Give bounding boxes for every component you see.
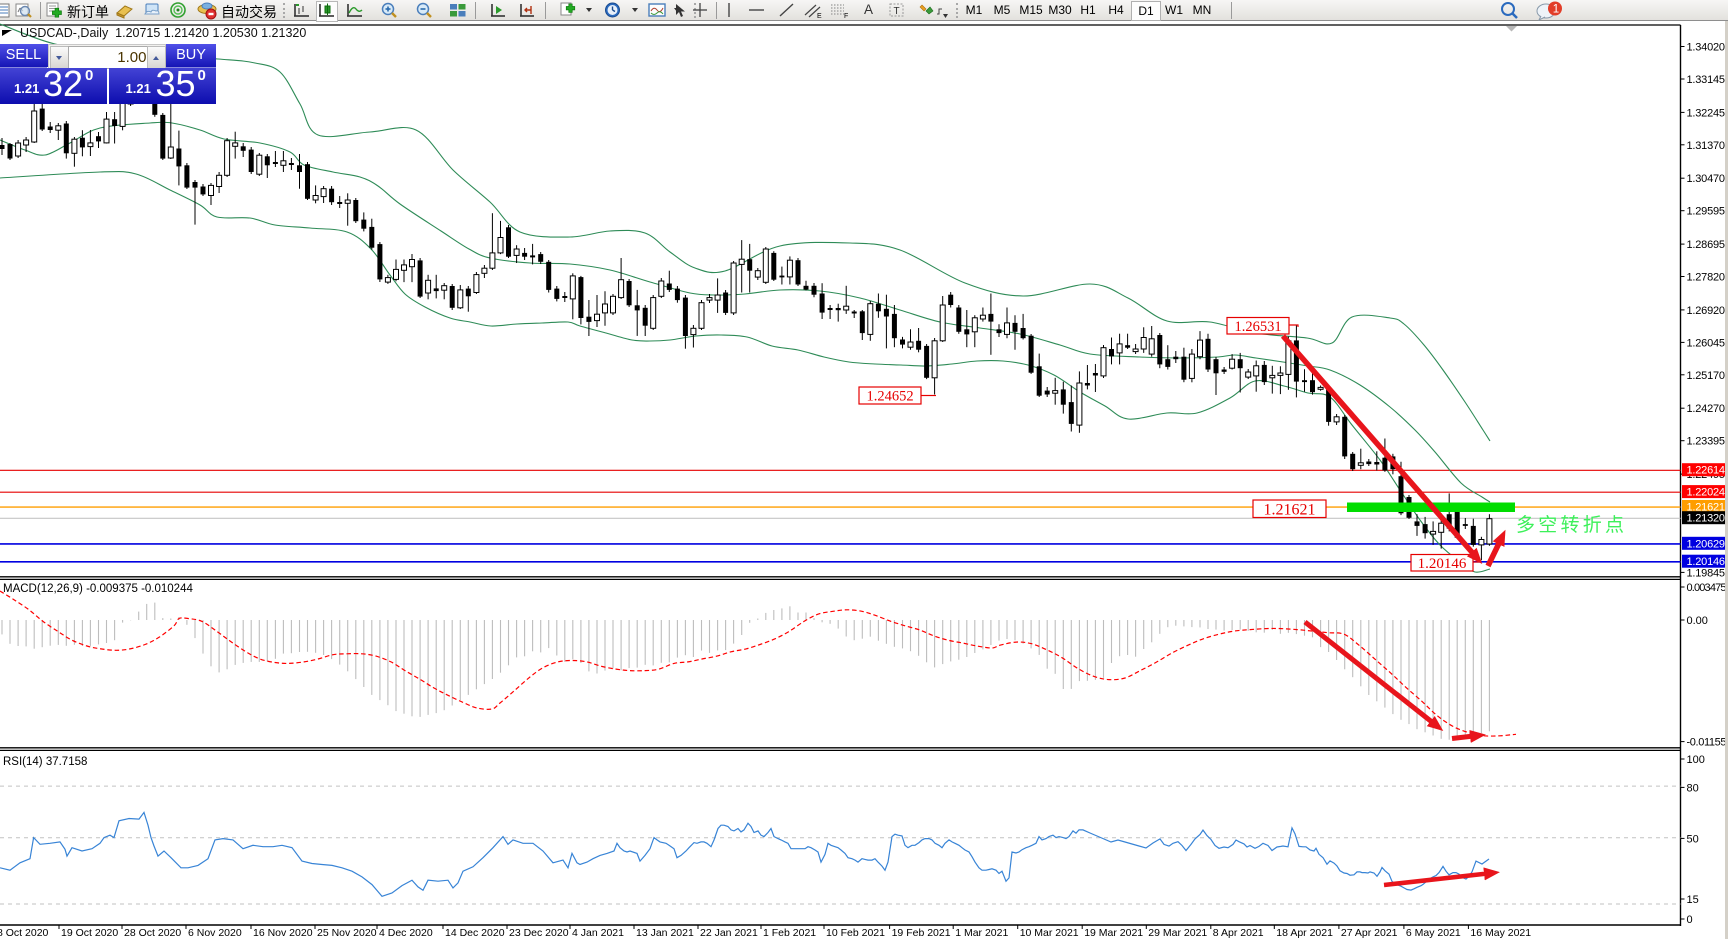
svg-text:4 Jan 2021: 4 Jan 2021 <box>572 927 624 939</box>
svg-text:18 Apr 2021: 18 Apr 2021 <box>1276 927 1333 939</box>
svg-text:1.30470: 1.30470 <box>1687 173 1726 185</box>
svg-text:25 Nov 2020: 25 Nov 2020 <box>317 927 377 939</box>
svg-text:1.33145: 1.33145 <box>1687 74 1726 86</box>
svg-text:8 Apr 2021: 8 Apr 2021 <box>1213 927 1264 939</box>
svg-text:1.27820: 1.27820 <box>1687 272 1726 284</box>
svg-text:MACD(12,26,9) -0.009375 -0.010: MACD(12,26,9) -0.009375 -0.010244 <box>3 583 193 595</box>
svg-text:1.23395: 1.23395 <box>1687 436 1726 448</box>
svg-text:多空转折点: 多空转折点 <box>1516 514 1624 536</box>
svg-text:6 Nov 2020: 6 Nov 2020 <box>188 927 242 939</box>
svg-text:1.21320: 1.21320 <box>1687 513 1726 525</box>
svg-text:RSI(14) 37.7158: RSI(14) 37.7158 <box>3 756 87 768</box>
svg-text:USDCAD-,Daily 1.20715 1.21420: USDCAD-,Daily 1.20715 1.21420 1.20530 1.… <box>20 26 306 40</box>
svg-text:1.21621: 1.21621 <box>1687 502 1726 514</box>
svg-text:6 May 2021: 6 May 2021 <box>1406 927 1461 939</box>
svg-text:10 Feb 2021: 10 Feb 2021 <box>826 927 885 939</box>
svg-text:1.26531: 1.26531 <box>1234 319 1281 335</box>
svg-text:4 Dec 2020: 4 Dec 2020 <box>379 927 433 939</box>
svg-text:1.20146: 1.20146 <box>1418 556 1467 572</box>
svg-text:100: 100 <box>1687 754 1705 766</box>
svg-text:T: T <box>894 6 900 17</box>
svg-text:1.22614: 1.22614 <box>1687 465 1726 477</box>
svg-text:1: 1 <box>1553 4 1559 16</box>
svg-text:80: 80 <box>1687 782 1699 794</box>
svg-text:1.24652: 1.24652 <box>866 389 913 405</box>
svg-text:-0.01155: -0.01155 <box>1687 737 1727 749</box>
svg-text:22 Jan 2021: 22 Jan 2021 <box>700 927 758 939</box>
svg-text:14 Dec 2020: 14 Dec 2020 <box>445 927 505 939</box>
svg-text:0.00: 0.00 <box>1687 615 1708 627</box>
svg-text:15: 15 <box>1687 894 1699 906</box>
svg-text:1.32245: 1.32245 <box>1687 107 1726 119</box>
svg-text:F: F <box>844 13 848 19</box>
svg-text:1.31370: 1.31370 <box>1687 140 1726 152</box>
svg-text:0: 0 <box>1687 914 1693 926</box>
svg-text:1.24270: 1.24270 <box>1687 403 1726 415</box>
svg-text:1.19845: 1.19845 <box>1687 567 1726 579</box>
svg-text:16 Nov 2020: 16 Nov 2020 <box>253 927 313 939</box>
svg-text:1 Feb 2021: 1 Feb 2021 <box>763 927 816 939</box>
svg-text:1.26045: 1.26045 <box>1687 337 1726 349</box>
svg-text:27 Apr 2021: 27 Apr 2021 <box>1341 927 1398 939</box>
svg-text:19 Mar 2021: 19 Mar 2021 <box>1084 927 1143 939</box>
svg-text:29 Mar 2021: 29 Mar 2021 <box>1148 927 1207 939</box>
svg-text:1.21621: 1.21621 <box>1264 502 1316 519</box>
svg-text:1.20146: 1.20146 <box>1687 556 1726 568</box>
svg-text:10 Mar 2021: 10 Mar 2021 <box>1020 927 1079 939</box>
svg-text:23 Dec 2020: 23 Dec 2020 <box>509 927 569 939</box>
svg-text:16 May 2021: 16 May 2021 <box>1470 927 1531 939</box>
svg-text:19 Oct 2020: 19 Oct 2020 <box>61 927 118 939</box>
svg-text:13 Jan 2021: 13 Jan 2021 <box>636 927 694 939</box>
svg-text:1.25170: 1.25170 <box>1687 370 1726 382</box>
svg-text:8 Oct 2020: 8 Oct 2020 <box>0 927 49 939</box>
svg-text:1.34020: 1.34020 <box>1687 42 1726 54</box>
svg-text:1.29595: 1.29595 <box>1687 206 1726 218</box>
svg-text:19 Feb 2021: 19 Feb 2021 <box>892 927 951 939</box>
svg-text:1.28695: 1.28695 <box>1687 239 1726 251</box>
svg-text:1.20629: 1.20629 <box>1687 538 1726 550</box>
svg-text:1.22024: 1.22024 <box>1687 487 1726 499</box>
svg-text:0.003475: 0.003475 <box>1687 582 1727 594</box>
svg-text:1 Mar 2021: 1 Mar 2021 <box>955 927 1008 939</box>
svg-text:1.26920: 1.26920 <box>1687 305 1726 317</box>
svg-text:28 Oct 2020: 28 Oct 2020 <box>124 927 181 939</box>
svg-text:E: E <box>817 13 822 19</box>
svg-text:50: 50 <box>1687 833 1699 845</box>
